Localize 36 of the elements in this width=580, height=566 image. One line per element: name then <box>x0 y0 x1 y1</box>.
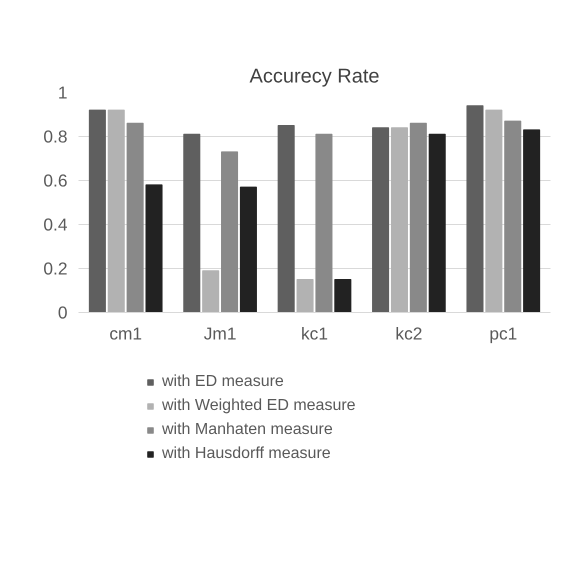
bar <box>108 110 125 312</box>
legend-label: with Hausdorff measure <box>162 445 331 463</box>
legend-label: with ED measure <box>162 373 284 391</box>
bar <box>504 120 522 312</box>
bar <box>183 134 200 312</box>
bar <box>372 127 390 312</box>
x-tick-label: kc1 <box>301 324 328 344</box>
bar <box>410 122 427 312</box>
y-tick-label: 0.8 <box>43 126 68 146</box>
bar <box>221 151 238 312</box>
legend-label: with Weighted ED measure <box>162 397 356 415</box>
x-tick-label: Jm1 <box>204 324 236 344</box>
bar <box>485 110 502 312</box>
bar <box>145 184 163 312</box>
y-tick-label: 0.2 <box>43 258 68 278</box>
bar <box>296 279 314 312</box>
legend-label: with Manhaten measure <box>162 421 333 439</box>
bar <box>278 125 295 312</box>
chart-title: Accurecy Rate <box>249 66 380 88</box>
x-tick-label: cm1 <box>109 324 142 344</box>
bar <box>466 105 484 312</box>
bar <box>334 279 352 312</box>
y-tick-label: 0 <box>58 302 68 322</box>
bar <box>428 134 446 312</box>
x-tick-label: pc1 <box>489 324 518 344</box>
y-tick-label: 0.6 <box>43 170 68 190</box>
y-tick-label: 1 <box>58 82 68 102</box>
bar <box>88 110 106 312</box>
bar <box>523 129 540 312</box>
bar <box>240 186 257 312</box>
y-tick-label: 0.4 <box>43 214 68 234</box>
bar <box>126 122 144 312</box>
bar <box>390 127 408 312</box>
x-tick-label: kc2 <box>395 324 422 344</box>
bar <box>315 134 332 312</box>
bar <box>202 270 220 312</box>
